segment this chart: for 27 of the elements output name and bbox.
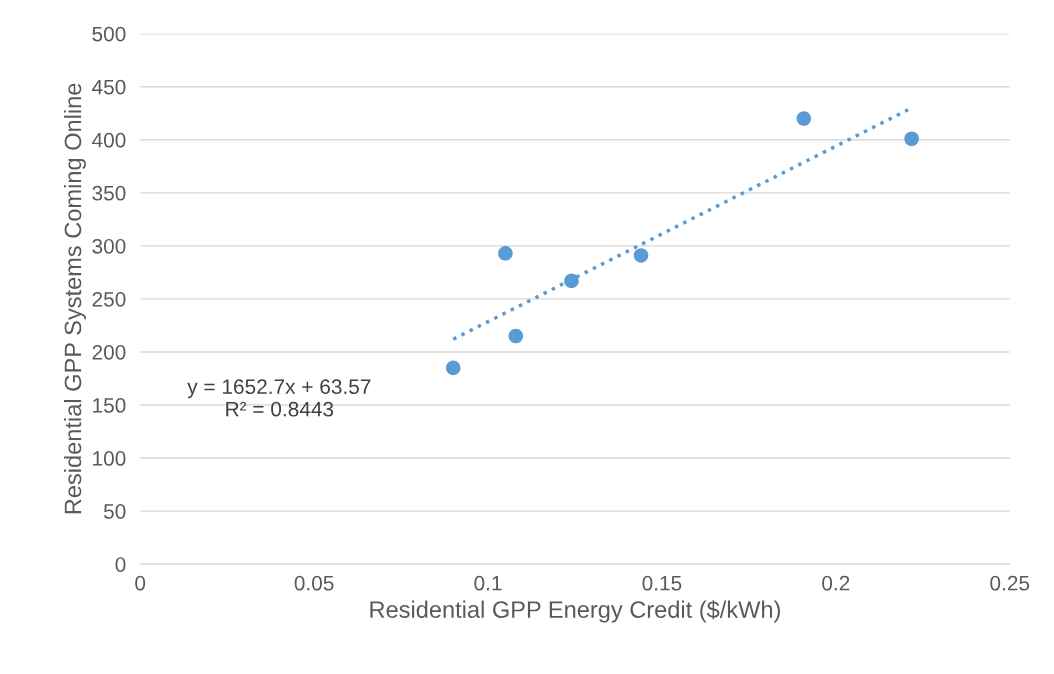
point — [508, 328, 524, 344]
y-tick-label: 350 — [92, 185, 126, 201]
y-tick-label: 0 — [115, 557, 126, 572]
point — [633, 248, 649, 263]
point — [564, 273, 579, 289]
y-tick-label: 200 — [92, 344, 126, 360]
point — [445, 360, 461, 376]
x-tick-label: 0 — [135, 575, 146, 591]
y-tick-label: 300 — [92, 238, 126, 254]
x-tick-label: 0.1 — [474, 575, 502, 591]
x-tick-label: 0.2 — [822, 575, 850, 591]
point — [796, 111, 812, 126]
point — [498, 246, 513, 261]
y-tick-label: 400 — [92, 132, 126, 148]
y-tick-label: 50 — [103, 504, 126, 519]
x-tick-label: 0.15 — [642, 575, 682, 591]
x-tick-label: 0.25 — [990, 575, 1030, 591]
point — [904, 131, 919, 147]
y-tick-label: 100 — [93, 451, 126, 466]
annotation: y = 1652.7x + 63.57 R² = 0.8443 — [187, 379, 371, 417]
y-tick-label: 150 — [93, 398, 126, 413]
y-tick-label: 250 — [92, 291, 126, 307]
y-tick-label: 450 — [92, 79, 126, 95]
y-tick-label: 500 — [92, 26, 126, 42]
x-axis-title: Residential GPP Energy Credit ($/kWh) — [370, 600, 780, 623]
x-tick-label: 0.05 — [294, 575, 334, 591]
y-axis-title: Residential GPP Systems Coming Online — [63, 83, 86, 514]
